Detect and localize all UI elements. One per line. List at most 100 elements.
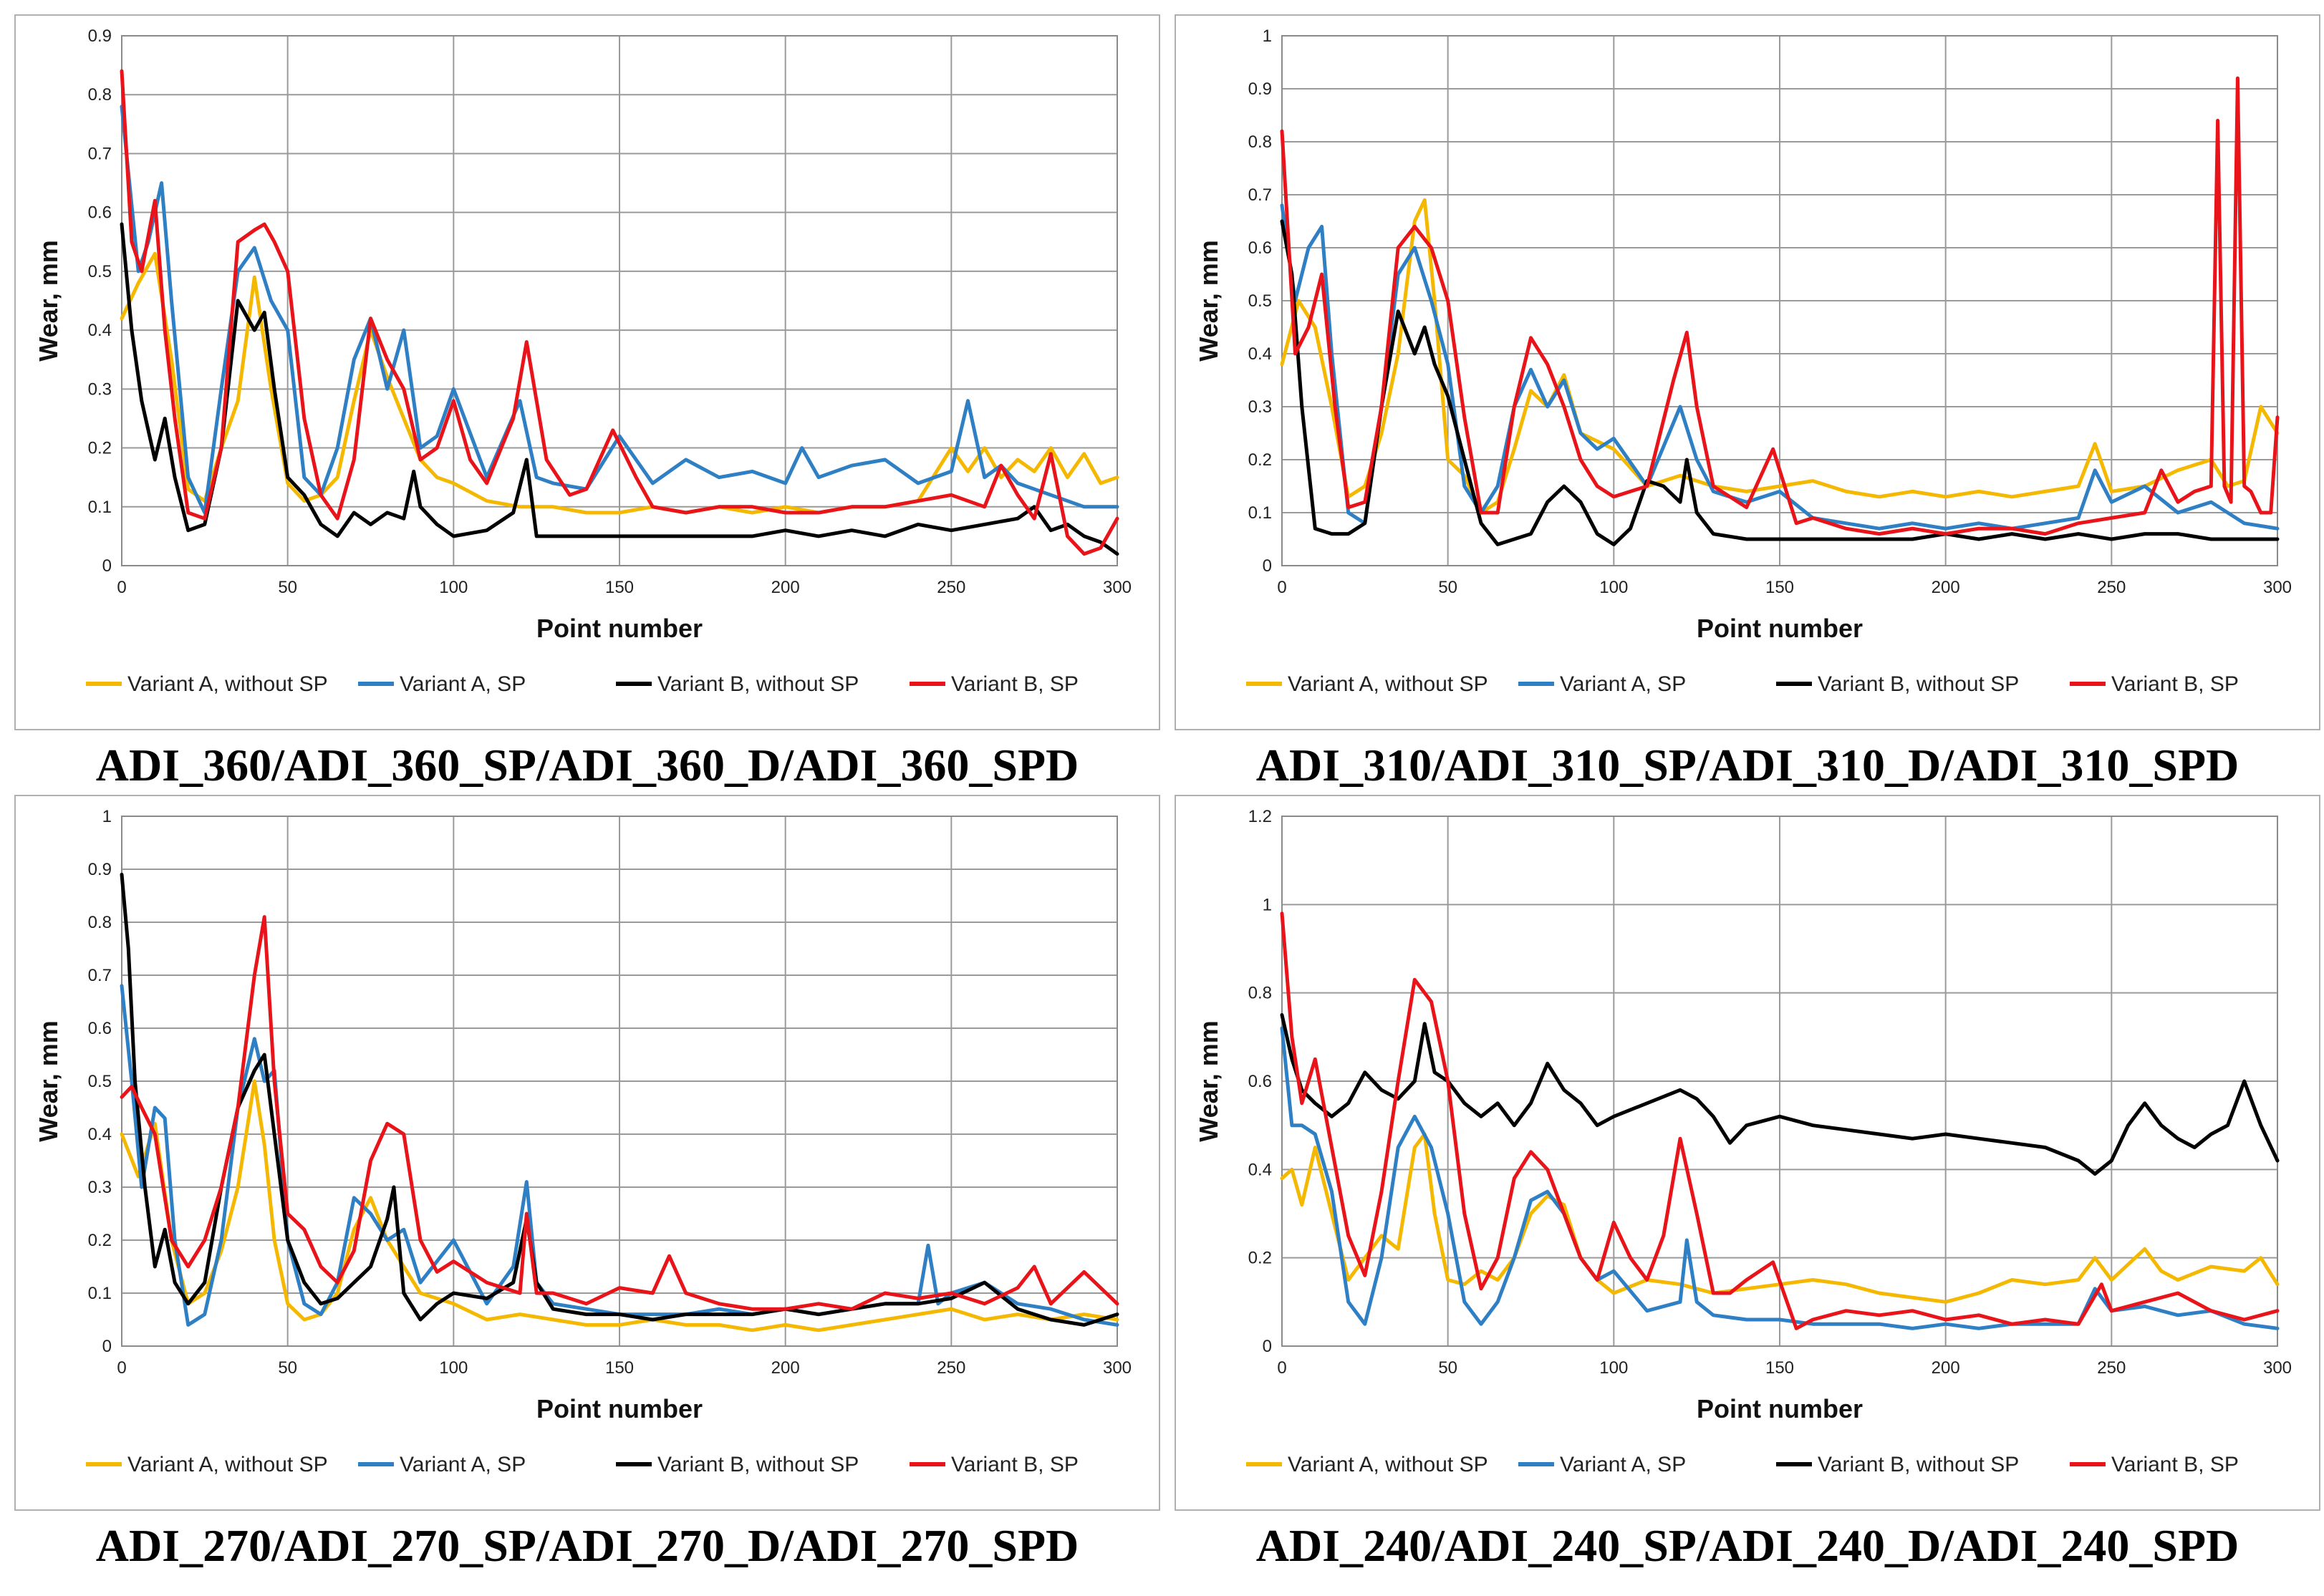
legend-entry: Variant B, SP xyxy=(2111,672,2239,696)
y-tick-label: 0 xyxy=(102,1337,112,1356)
y-tick-label: 0.1 xyxy=(88,498,112,517)
y-tick-label: 0.8 xyxy=(1248,132,1272,152)
x-tick-label: 200 xyxy=(1932,1358,1960,1378)
legend-entry: Variant B, without SP xyxy=(657,672,859,696)
series-line-3 xyxy=(1280,219,2280,546)
legend-entry: Variant A, without SP xyxy=(127,1453,328,1476)
chart-panel-adi-360: 0 0.1 0.2 0.3 0.4 0.5 0.6 0.7 0.8 0.9 0 50 100 150 200… xyxy=(14,14,1160,802)
y-tick-label: 1.2 xyxy=(1248,807,1272,826)
legend-entry: Variant A, without SP xyxy=(1288,1453,1488,1476)
chart-frame xyxy=(1175,14,2320,730)
series-line-1 xyxy=(120,251,1119,515)
y-tick-label: 0.9 xyxy=(1248,79,1272,99)
x-tick-label: 250 xyxy=(937,1358,965,1378)
y-tick-label: 0.6 xyxy=(88,1019,112,1038)
chart-svg-adi-360: 0 0.1 0.2 0.3 0.4 0.5 0.6 0.7 0.8 0.9 0 50 100 150 200… xyxy=(14,14,1160,730)
chart-svg-adi-240: 0 0.2 0.4 0.6 0.8 1 1.2 0 50 100 150 200 250 300 Point… xyxy=(1175,795,2320,1511)
x-tick-label: 300 xyxy=(1103,1358,1132,1378)
y-tick-label: 0.5 xyxy=(88,262,112,281)
y-axis-title: Wear, mm xyxy=(34,1020,63,1141)
y-tick-label: 0.2 xyxy=(88,439,112,458)
legend-entry: Variant B, without SP xyxy=(1818,672,2019,696)
y-tick-label: 0.3 xyxy=(88,1178,112,1197)
y-tick-label: 0.7 xyxy=(88,144,112,163)
chart-caption-adi-310: ADI_310/ADI_310_SP/ADI_310_D/ADI_310_SPD xyxy=(1255,740,2239,790)
y-tick-label: 0.9 xyxy=(88,26,112,46)
chart-frame xyxy=(14,14,1160,730)
y-axis-title: Wear, mm xyxy=(1194,1020,1223,1141)
x-axis-title: Point number xyxy=(536,1394,703,1423)
chart-panel-adi-270: 0 0.1 0.2 0.3 0.4 0.5 0.6 0.7 0.8 0.9 1 0 50 100 150 20… xyxy=(14,795,1160,1582)
x-tick-label: 250 xyxy=(937,578,965,597)
x-tick-label: 0 xyxy=(1277,578,1286,597)
x-tick-label: 250 xyxy=(2097,1358,2126,1378)
x-tick-label: 100 xyxy=(1599,578,1628,597)
x-tick-label: 0 xyxy=(117,578,126,597)
y-tick-label: 0.3 xyxy=(1248,397,1272,417)
x-tick-label: 300 xyxy=(2263,578,2292,597)
series-line-1 xyxy=(120,1079,1119,1333)
series-line-4 xyxy=(1280,911,2280,1330)
y-tick-label: 1 xyxy=(1263,26,1272,46)
y-tick-label: 0.4 xyxy=(1248,1160,1272,1179)
series-line-4 xyxy=(120,915,1119,1311)
y-tick-label: 0.8 xyxy=(88,913,112,932)
y-tick-label: 0.7 xyxy=(1248,185,1272,205)
y-tick-label: 0.2 xyxy=(1248,450,1272,470)
x-tick-label: 100 xyxy=(439,578,468,597)
y-tick-label: 0 xyxy=(102,556,112,576)
series-line-2 xyxy=(120,984,1119,1327)
y-tick-label: 0.4 xyxy=(1248,344,1272,364)
x-tick-label: 150 xyxy=(1765,1358,1794,1378)
plot-area-border xyxy=(121,35,1118,566)
y-tick-label: 1 xyxy=(1263,895,1272,914)
x-tick-label: 200 xyxy=(1932,578,1960,597)
y-tick-label: 0.7 xyxy=(88,966,112,985)
x-tick-label: 50 xyxy=(278,1358,297,1378)
series-line-1 xyxy=(1280,198,2280,515)
y-tick-label: 0.3 xyxy=(88,379,112,399)
x-tick-label: 250 xyxy=(2097,578,2126,597)
x-tick-label: 200 xyxy=(771,578,800,597)
x-tick-label: 200 xyxy=(771,1358,800,1378)
plot-area-border xyxy=(1281,35,2278,566)
x-tick-label: 50 xyxy=(1438,578,1457,597)
y-tick-label: 0.8 xyxy=(1248,984,1272,1003)
x-tick-label: 0 xyxy=(1277,1358,1286,1378)
x-tick-label: 100 xyxy=(439,1358,468,1378)
plot-area-border xyxy=(121,816,1118,1347)
chart-caption-adi-240: ADI_240/ADI_240_SP/ADI_240_D/ADI_240_SPD xyxy=(1255,1520,2239,1571)
y-tick-label: 1 xyxy=(102,807,112,826)
y-axis-title: Wear, mm xyxy=(1194,240,1223,361)
chart-caption-adi-360: ADI_360/ADI_360_SP/ADI_360_D/ADI_360_SPD xyxy=(95,740,1079,790)
legend-entry: Variant A, SP xyxy=(1560,1453,1686,1476)
series-line-3 xyxy=(1280,1013,2280,1176)
x-axis-title: Point number xyxy=(1697,1394,1863,1423)
legend-entry: Variant B, SP xyxy=(951,1453,1079,1476)
y-tick-label: 0.2 xyxy=(1248,1249,1272,1268)
x-tick-label: 300 xyxy=(1103,578,1132,597)
legend-entry: Variant A, without SP xyxy=(127,672,328,696)
legend-entry: Variant B, without SP xyxy=(1818,1453,2019,1476)
y-tick-label: 0 xyxy=(1263,556,1272,576)
y-tick-label: 0.1 xyxy=(88,1284,112,1303)
legend-entry: Variant B, SP xyxy=(951,672,1079,696)
chart-frame xyxy=(14,795,1160,1511)
y-tick-label: 0.4 xyxy=(88,1125,112,1144)
x-axis-title: Point number xyxy=(1697,614,1863,643)
y-tick-label: 0.4 xyxy=(88,321,112,340)
y-tick-label: 0.1 xyxy=(1248,503,1272,523)
x-tick-label: 100 xyxy=(1599,1358,1628,1378)
series-line-1 xyxy=(1280,1132,2280,1304)
series-line-4 xyxy=(1280,76,2280,536)
legend-entry: Variant A, without SP xyxy=(1288,672,1488,696)
x-tick-label: 150 xyxy=(605,1358,634,1378)
x-tick-label: 150 xyxy=(605,578,634,597)
y-tick-label: 0.6 xyxy=(1248,238,1272,258)
y-tick-label: 0.6 xyxy=(88,203,112,223)
x-axis-title: Point number xyxy=(536,614,703,643)
legend-entry: Variant A, SP xyxy=(1560,672,1686,696)
y-tick-label: 0.2 xyxy=(88,1231,112,1250)
y-axis-title: Wear, mm xyxy=(34,240,63,361)
y-tick-label: 0.9 xyxy=(88,860,112,879)
